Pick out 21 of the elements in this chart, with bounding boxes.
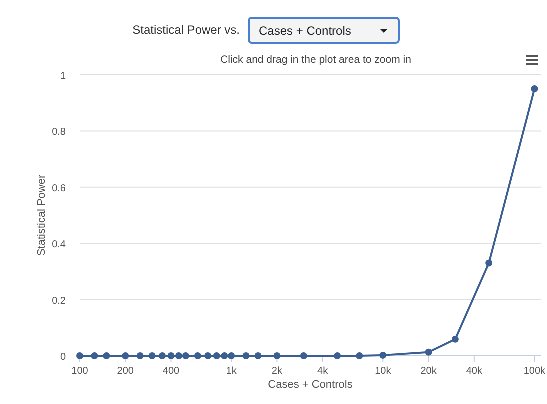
- y-tick-label: 0.6: [52, 183, 66, 194]
- y-tick-label: 0.8: [52, 127, 66, 138]
- y-tick-label: 0.4: [52, 240, 66, 251]
- x-tick-label: 10k: [375, 366, 392, 377]
- x-tick-label: 100k: [524, 366, 547, 377]
- y-tick-label: 0.2: [52, 296, 66, 307]
- dropdown: Cases + Controls: [248, 17, 400, 44]
- y-tick-label: 0: [60, 352, 66, 363]
- x-tick-label: 100: [72, 366, 89, 377]
- x-tick-label: 2k: [272, 366, 284, 377]
- y-axis-title: Statistical Power: [36, 174, 48, 256]
- x-tick-label: 200: [117, 366, 134, 377]
- x-axis-title: Cases + Controls: [268, 379, 354, 391]
- x-tick-label: 4k: [318, 366, 330, 377]
- y-tick-label: 1: [60, 71, 66, 82]
- x-tick-label: 40k: [466, 366, 484, 377]
- x-tick-label: 20k: [420, 366, 438, 377]
- x-tick-label: 400: [162, 366, 180, 377]
- chart-title: Statistical Power vs.: [132, 23, 240, 37]
- x-tick-label: 1k: [226, 366, 238, 377]
- chart-subtitle: Click and drag in the plot area to zoom in: [220, 54, 412, 66]
